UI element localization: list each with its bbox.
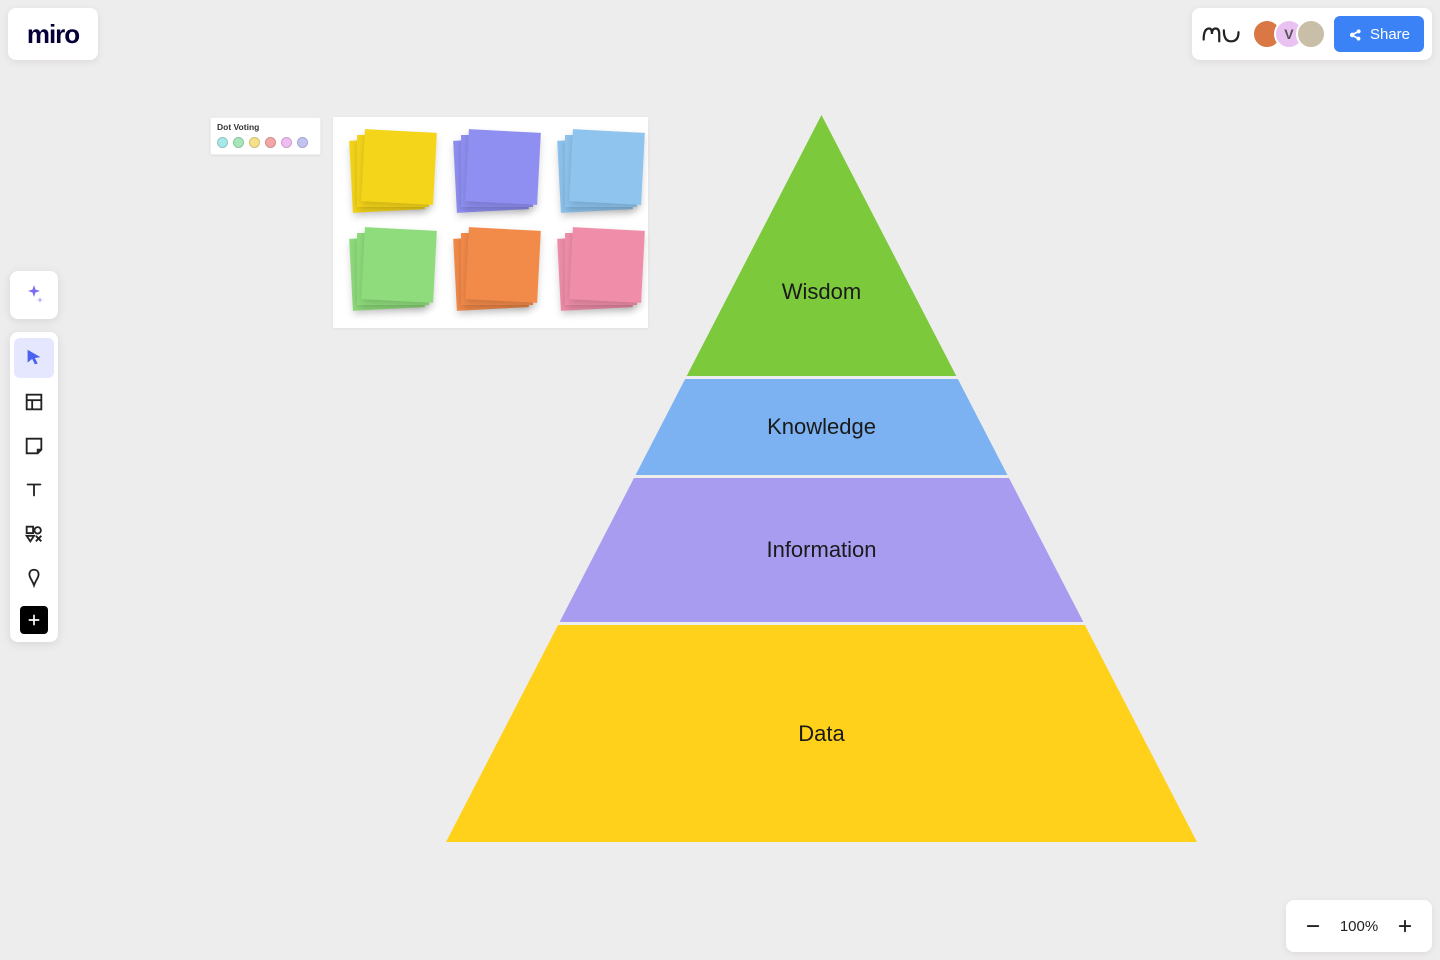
plus-icon <box>26 612 42 628</box>
dot-voting-dot[interactable] <box>265 137 276 148</box>
share-button[interactable]: Share <box>1334 16 1424 52</box>
sticky-stack[interactable] <box>559 131 639 211</box>
shapes-tool[interactable] <box>14 514 54 554</box>
select-tool[interactable] <box>14 338 54 378</box>
sticky-stack[interactable] <box>351 131 431 211</box>
dot-voting-card[interactable]: Dot Voting <box>210 117 321 155</box>
pyramid-layer-label: Wisdom <box>782 279 861 305</box>
share-label: Share <box>1370 26 1410 43</box>
collaborator-avatars[interactable]: V <box>1252 19 1326 49</box>
ai-button[interactable] <box>10 271 58 319</box>
zoom-level[interactable]: 100% <box>1336 918 1382 935</box>
dot-voting-dot[interactable] <box>217 137 228 148</box>
pyramid-layer-label: Information <box>766 537 876 563</box>
dot-voting-dot[interactable] <box>297 137 308 148</box>
dot-voting-dots <box>217 137 314 148</box>
canvas[interactable]: Wisdom Knowledge Information Data Dot Votin… <box>0 0 1440 960</box>
reactions-icon[interactable] <box>1200 16 1244 52</box>
frame-tool[interactable] <box>14 382 54 422</box>
plus-icon <box>1396 917 1414 935</box>
minus-icon <box>1304 917 1322 935</box>
top-bar: V Share <box>1192 8 1432 60</box>
sticky-stack[interactable] <box>351 229 431 309</box>
sparkle-icon <box>22 283 46 307</box>
text-tool[interactable] <box>14 470 54 510</box>
dot-voting-dot[interactable] <box>233 137 244 148</box>
logo-text: miro <box>27 19 79 50</box>
toolbar <box>10 332 58 642</box>
sticky-stack[interactable] <box>455 131 535 211</box>
dot-voting-dot[interactable] <box>281 137 292 148</box>
sticky-stack[interactable] <box>455 229 535 309</box>
dot-voting-title: Dot Voting <box>217 122 314 132</box>
pyramid-layer-label: Data <box>798 721 844 747</box>
dot-voting-dot[interactable] <box>249 137 260 148</box>
share-icon <box>1348 26 1364 42</box>
zoom-out-button[interactable] <box>1296 909 1330 943</box>
zoom-controls: 100% <box>1286 900 1432 952</box>
pen-tool[interactable] <box>14 558 54 598</box>
add-tool-button[interactable] <box>20 606 48 634</box>
sticky-note-tool[interactable] <box>14 426 54 466</box>
avatar[interactable] <box>1296 19 1326 49</box>
sticky-stack[interactable] <box>559 229 639 309</box>
pyramid-layer-label: Knowledge <box>767 414 876 440</box>
app-logo[interactable]: miro <box>8 8 98 60</box>
sticky-stacks-frame[interactable] <box>333 117 648 328</box>
zoom-in-button[interactable] <box>1388 909 1422 943</box>
